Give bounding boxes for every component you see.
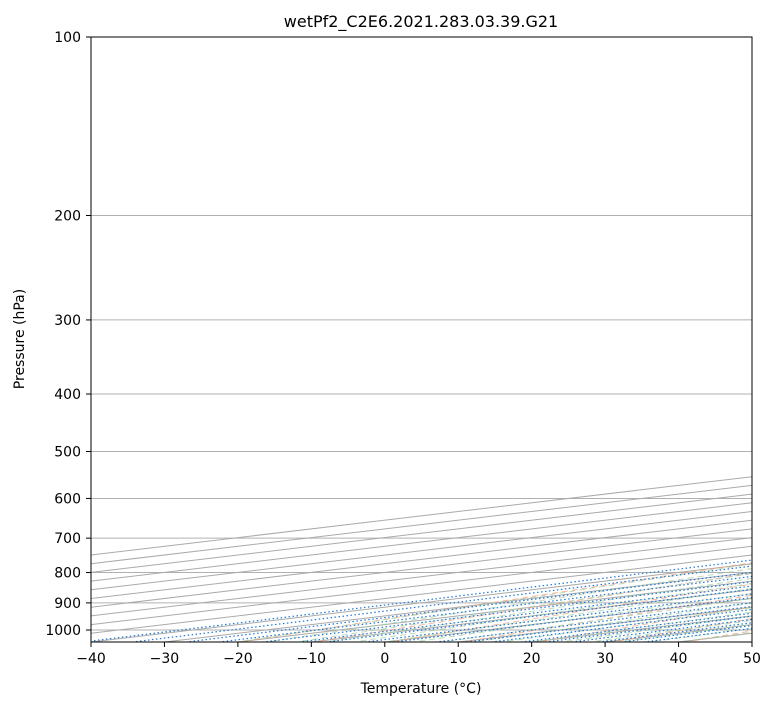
isotherm-line <box>233 580 752 642</box>
isotherm-line <box>453 606 752 642</box>
isotherm-line <box>747 641 752 642</box>
mixing-ratio-line <box>516 612 752 642</box>
isotherm-line <box>91 519 752 600</box>
mixing-ratio-line <box>541 615 752 642</box>
dry-adiabat-line <box>683 630 752 642</box>
moist-adiabat-line <box>645 627 752 642</box>
isotherm-line <box>91 484 752 565</box>
y-tick-label: 800 <box>54 566 81 582</box>
dry-adiabat-line <box>385 583 752 642</box>
moist-adiabat-line <box>351 582 752 642</box>
x-tick-label: 30 <box>596 651 614 667</box>
moist-adiabat-line <box>263 568 752 642</box>
mixing-ratio-line <box>389 596 752 642</box>
x-tick-label: −10 <box>297 651 327 667</box>
isotherm-line <box>91 510 752 591</box>
moist-adiabat-line <box>557 615 752 642</box>
isotherm-line <box>674 632 752 642</box>
isotherm-line <box>160 571 752 642</box>
x-tick-label: 0 <box>380 651 389 667</box>
y-tick-label: 1000 <box>45 623 81 639</box>
x-axis-label: Temperature (°C) <box>360 681 482 697</box>
y-tick-label: 300 <box>54 313 81 329</box>
moist-adiabat-line <box>410 592 752 642</box>
x-tick-label: −40 <box>76 651 106 667</box>
isotherm-line <box>600 624 752 642</box>
dry-adiabat-line <box>757 37 775 643</box>
moist-adiabat-line <box>233 563 752 642</box>
plot-frame <box>90 36 753 643</box>
dry-adiabat-line <box>310 572 752 642</box>
y-tick-label: 100 <box>54 30 81 46</box>
chart-title: wetPf2_C2E6.2021.283.03.39.G21 <box>284 12 558 32</box>
y-tick-label: 200 <box>54 209 81 225</box>
moist-adiabat-line <box>498 607 752 642</box>
x-tick-label: −30 <box>150 651 180 667</box>
background-lines <box>91 37 775 643</box>
dry-adiabat-line <box>459 594 752 642</box>
x-tick-label: 50 <box>743 651 761 667</box>
isotherm-line <box>91 502 752 582</box>
isotherm-line <box>91 493 752 573</box>
x-tick-label: 20 <box>523 651 541 667</box>
y-tick-label: 400 <box>54 387 81 403</box>
y-axis-label: Pressure (hPa) <box>12 289 28 389</box>
isotherm-line <box>91 476 752 556</box>
mixing-ratio-line <box>128 565 752 642</box>
moist-adiabat-line <box>439 597 752 642</box>
dry-adiabat-line <box>534 606 752 642</box>
moist-adiabat-line <box>321 577 752 642</box>
mixing-ratio-line <box>258 581 752 642</box>
isotherm-line <box>91 537 752 617</box>
isotherm-line <box>380 597 752 642</box>
x-tick-label: −20 <box>223 651 253 667</box>
moist-adiabat-line <box>292 572 752 642</box>
axes: −40 −30 −20 −10 0 10 20 30 40 50 100 200 300 400 500 60… <box>45 30 761 667</box>
y-tick-label: 900 <box>54 596 81 612</box>
moist-adiabat-line <box>586 619 752 642</box>
y-tick-label: 700 <box>54 531 81 547</box>
y-tick-label: 600 <box>54 491 81 507</box>
dry-adiabat-line <box>236 562 752 642</box>
x-tick-label: 40 <box>670 651 688 667</box>
isotherm-line <box>527 615 752 642</box>
mixing-ratio-line <box>214 575 752 642</box>
y-tick-label: 500 <box>54 444 81 460</box>
mixing-ratio-line <box>181 571 752 642</box>
isotherm-line <box>91 528 752 608</box>
mixing-ratio-line <box>91 559 752 642</box>
x-tick-label: 10 <box>449 651 467 667</box>
isotherm-line <box>91 554 752 634</box>
mixing-ratio-line <box>294 585 752 642</box>
